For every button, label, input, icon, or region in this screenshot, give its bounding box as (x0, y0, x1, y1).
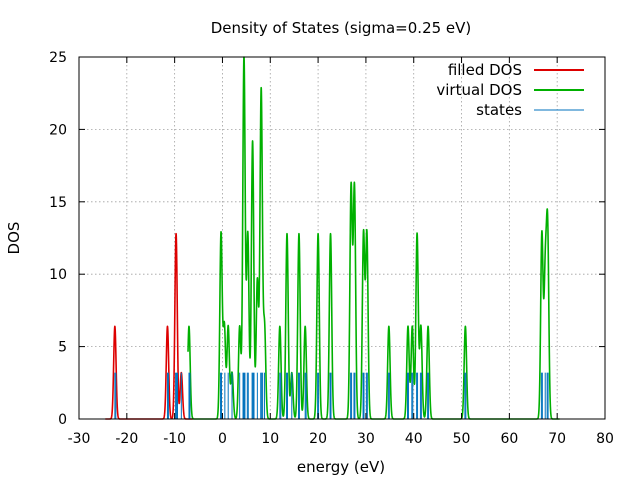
x-tick-label: -20 (115, 431, 138, 447)
plot-frame (78, 56, 606, 420)
x-axis-label: energy (eV) (297, 458, 385, 476)
x-tick-label: -10 (163, 431, 186, 447)
x-tick-label: 10 (261, 431, 279, 447)
y-tick-label: 20 (49, 122, 67, 138)
series-filled-dos (104, 232, 194, 420)
series-states (114, 372, 549, 419)
x-tick-label: 0 (218, 431, 227, 447)
x-tick-label: 40 (405, 431, 423, 447)
chart-title: Density of States (sigma=0.25 eV) (211, 19, 472, 37)
legend-label: virtual DOS (436, 81, 522, 99)
x-tick-label: 20 (309, 431, 327, 447)
x-tick-label: 50 (453, 431, 471, 447)
x-tick-label: 60 (500, 431, 518, 447)
y-axis-label: DOS (5, 222, 23, 255)
dos-curve (104, 232, 194, 420)
y-tick-label: 0 (58, 412, 67, 428)
y-tick-label: 25 (49, 50, 67, 66)
y-tick-label: 15 (49, 195, 67, 211)
legend-label: states (476, 101, 522, 119)
grid-lines (79, 57, 605, 419)
y-tick-label: 5 (58, 340, 67, 356)
plot-border (78, 56, 606, 420)
y-tick-label: 10 (49, 267, 67, 283)
x-tick-label: -30 (68, 431, 91, 447)
x-tick-label: 80 (596, 431, 614, 447)
x-tick-label: 70 (548, 431, 566, 447)
x-tick-label: 30 (357, 431, 375, 447)
legend: filled DOS virtual DOS states (436, 61, 584, 119)
legend-label: filled DOS (448, 61, 522, 79)
axis-ticks: -30 -20 -10 0 10 20 30 40 50 60 70 80 0 5 10 15 20 25 (49, 50, 614, 447)
